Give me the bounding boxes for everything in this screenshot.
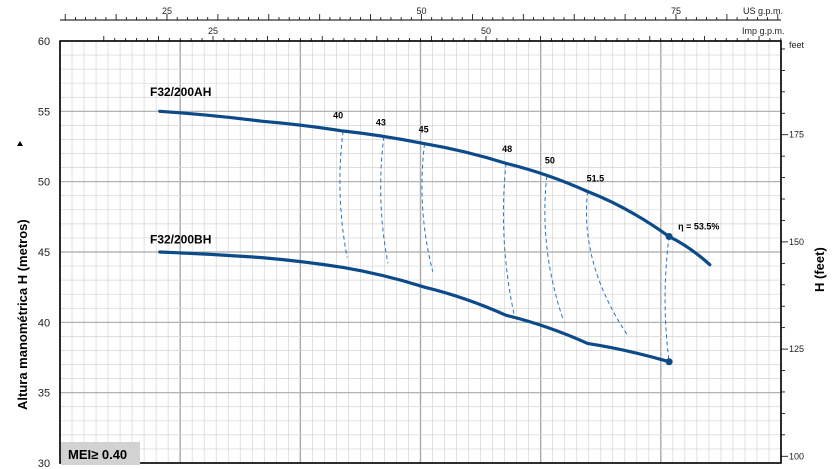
series-label: F32/200BH (150, 233, 211, 247)
efficiency-label: 51.5 (587, 174, 605, 184)
efficiency-curve (502, 163, 515, 316)
top-us-unit: US g.p.m. (743, 6, 783, 16)
left-tick-label: 35 (38, 388, 50, 400)
left-tick-label: 45 (38, 247, 50, 259)
mei-badge-bg (61, 442, 140, 465)
best-efficiency-point-marker (665, 233, 673, 241)
efficiency-label: 50 (545, 155, 555, 165)
us-tick-label: 75 (671, 6, 681, 16)
efficiency-curve (339, 130, 348, 258)
left-tick-label: 40 (38, 317, 50, 329)
us-tick-label: 50 (416, 6, 426, 16)
right-tick-label: 175 (789, 130, 804, 140)
efficiency-label: 43 (376, 117, 386, 127)
series-label: F32/200AH (150, 85, 211, 99)
left-tick-label: 60 (38, 36, 50, 48)
curve-end-marker (665, 358, 673, 366)
left-axis: 30 35 40 45 50 55 60 (38, 36, 50, 469)
efficiency-label: η = 53.5% (678, 221, 719, 231)
left-tick-label: 55 (38, 106, 50, 118)
top-imp-unit: Imp g.p.m. (742, 26, 785, 36)
right-axis-unit: feet (789, 40, 805, 50)
efficiency-curve (421, 143, 434, 272)
efficiency-curves (339, 130, 670, 362)
imp-tick-label: 50 (481, 26, 491, 36)
pump-curve (158, 250, 671, 364)
pump-curve (158, 109, 712, 267)
mei-text: MEI≥ 0.40 (68, 447, 127, 462)
series-curves (158, 109, 712, 366)
left-axis-title: Altura manométrica H (metros) (15, 219, 30, 410)
efficiency-curve (380, 136, 389, 264)
right-axis-title: H (feet) (812, 247, 827, 292)
efficiency-curve (664, 236, 670, 362)
right-tick-label: 150 (789, 237, 804, 247)
left-tick-label: 30 (38, 458, 50, 469)
top-flow-axes: 25 50 75 25 50 (60, 6, 782, 41)
right-tick-label: 125 (789, 344, 804, 354)
right-axis: 100 125 150 175 (781, 48, 804, 461)
up-arrow-icon (17, 141, 23, 146)
imp-tick-label: 25 (208, 26, 218, 36)
left-tick-label: 50 (38, 177, 50, 189)
mei-badge: MEI≥ 0.40 (61, 442, 140, 465)
right-tick-label: 100 (789, 451, 804, 461)
efficiency-label: 48 (502, 144, 512, 154)
efficiency-label: 45 (419, 124, 429, 134)
curve-labels: F32/200AH F32/200BH 40 43 45 48 50 51.5 η = 53.5… (150, 85, 719, 247)
efficiency-curve (544, 175, 564, 320)
efficiency-curve (585, 191, 629, 337)
us-tick-label: 25 (162, 6, 172, 16)
efficiency-label: 40 (333, 110, 343, 120)
